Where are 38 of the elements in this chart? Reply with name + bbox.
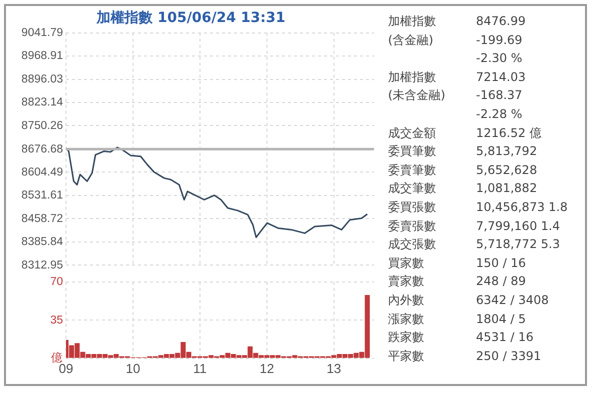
text: 加權指數 8476.99 [388, 13, 527, 30]
text: 成交筆數 1,081,882 [388, 180, 538, 198]
y-tick-label: 8385.84 [21, 236, 64, 248]
y-tick-label: 70 [50, 276, 63, 288]
text: (含金融) -199.69 [388, 32, 524, 49]
x-tick-label: 11 [193, 360, 207, 376]
text: (未含金融) -168.37 [388, 87, 524, 104]
x-tick-label: 10 [126, 360, 140, 376]
y-tick-label: 8823.14 [21, 96, 64, 109]
y-tick-label: 8312.95 [21, 259, 63, 272]
text: 平家數 250 / 3391 [388, 348, 542, 365]
y-tick-label: 8531.61 [21, 190, 63, 202]
x-tick-label: 12 [260, 360, 274, 376]
text: 成交張數 5,718,772 5.3 [388, 236, 561, 254]
text: 漲家數 1804 / 5 [388, 310, 527, 328]
y-tick-label: 8750.26 [21, 120, 63, 132]
text: 委賣張數 7,799,160 1.4 [388, 218, 561, 235]
text: 賣家數 248 / 89 [388, 273, 527, 290]
text: 內外數 6342 / 3408 [388, 292, 550, 309]
text: 成交金額 1216.52 億 [388, 124, 542, 142]
y-tick-label: 8896.03 [21, 73, 63, 86]
y-tick-label: 億 [51, 350, 63, 365]
y-tick-label: 9041.79 [21, 26, 63, 39]
y-tick-label: 8968.91 [21, 50, 63, 62]
text: -2.28 % [475, 106, 524, 123]
y-tick-label: 8604.49 [21, 166, 63, 178]
y-tick-label: 8676.68 [21, 143, 63, 156]
text: -2.30 % [475, 50, 524, 68]
text: 委買張數 10,456,873 1.8 [388, 198, 568, 216]
x-tick-label: 13 [326, 360, 342, 376]
text: 買家數 150 / 16 [388, 254, 527, 272]
text: 加權指數 7214.03 [388, 68, 527, 86]
y-tick-label: 8458.72 [21, 212, 63, 225]
text: 跌家數 4531 / 16 [388, 329, 534, 346]
chart-title: 加權指數 105/06/24 13:31 [96, 10, 286, 26]
y-tick-label: 35 [50, 314, 63, 326]
text: 委買筆數 5,813,792 [388, 143, 538, 160]
text: 委賣筆數 5,652,628 [388, 162, 538, 179]
